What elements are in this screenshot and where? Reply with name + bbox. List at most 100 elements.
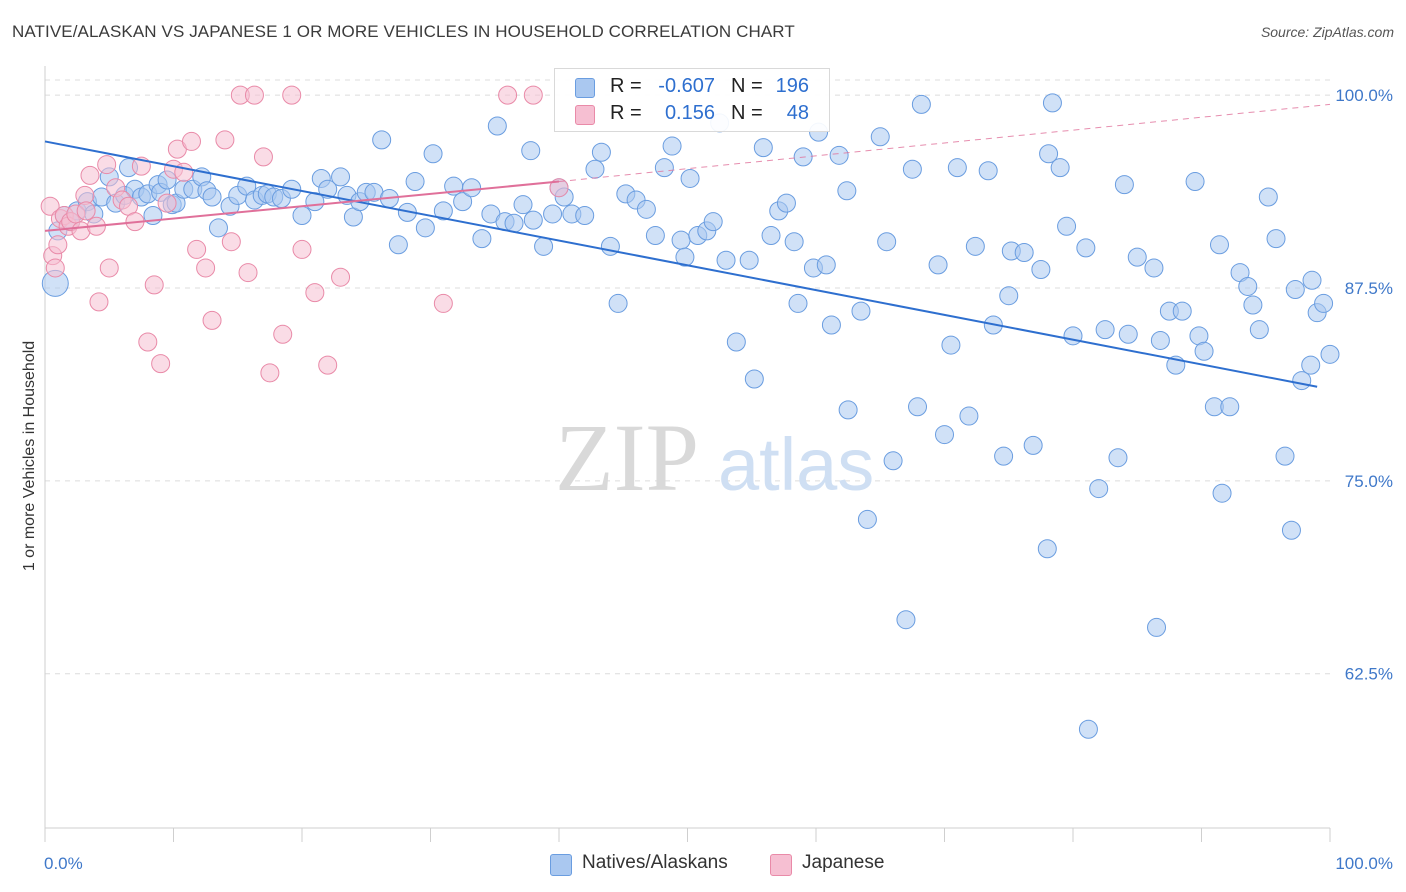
japanese-point bbox=[99, 258, 119, 278]
natives-point bbox=[433, 201, 453, 221]
natives-point bbox=[857, 509, 877, 529]
natives-point bbox=[1063, 326, 1083, 346]
japanese-trend-extension bbox=[558, 103, 1331, 183]
natives-point bbox=[1209, 235, 1229, 255]
natives-point bbox=[1249, 320, 1269, 340]
natives-point bbox=[636, 199, 656, 219]
natives-point bbox=[1185, 172, 1205, 192]
natives-point bbox=[318, 179, 338, 199]
natives-point bbox=[423, 144, 443, 164]
natives-point bbox=[534, 236, 554, 256]
japanese-point bbox=[97, 155, 117, 175]
natives-point bbox=[947, 158, 967, 178]
japanese-point bbox=[282, 85, 302, 105]
natives-point bbox=[776, 193, 796, 213]
natives-point bbox=[1023, 435, 1043, 455]
correlation-legend: R = -0.607 N = 196 R = 0.156 N = 48 bbox=[554, 68, 830, 132]
natives-point bbox=[331, 167, 351, 187]
japanese-point bbox=[215, 130, 235, 150]
natives-point bbox=[883, 451, 903, 471]
legend-r-value: 0.156 bbox=[664, 102, 715, 124]
natives-point bbox=[1042, 93, 1062, 113]
natives-point bbox=[1108, 448, 1128, 468]
natives-point bbox=[575, 205, 595, 225]
natives-point bbox=[415, 218, 435, 238]
natives-point bbox=[753, 138, 773, 158]
natives-point bbox=[645, 226, 665, 246]
japanese-point bbox=[221, 232, 241, 252]
japanese-point bbox=[89, 292, 109, 312]
natives-point bbox=[680, 168, 700, 188]
natives-point bbox=[1266, 229, 1286, 249]
natives-point bbox=[965, 236, 985, 256]
legend-swatch-natives bbox=[575, 78, 595, 98]
natives-point bbox=[994, 446, 1014, 466]
natives-point bbox=[1076, 238, 1096, 258]
y-axis-label: 1 or more Vehicles in Household bbox=[21, 341, 38, 571]
natives-point bbox=[784, 232, 804, 252]
natives-point bbox=[1050, 158, 1070, 178]
natives-point bbox=[1078, 719, 1098, 739]
natives-point bbox=[703, 212, 723, 232]
natives-point bbox=[1212, 483, 1232, 503]
natives-point bbox=[902, 159, 922, 179]
japanese-point bbox=[151, 354, 171, 374]
natives-point bbox=[1314, 293, 1334, 313]
natives-point bbox=[999, 286, 1019, 306]
japanese-point bbox=[260, 363, 280, 383]
natives-point bbox=[1172, 301, 1192, 321]
natives-point bbox=[1220, 397, 1240, 417]
natives-point bbox=[908, 397, 928, 417]
japanese-point bbox=[187, 239, 207, 259]
natives-point bbox=[1127, 247, 1147, 267]
natives-point bbox=[1301, 355, 1321, 375]
watermark-atlas: atlas bbox=[718, 423, 874, 506]
y-tick-label: 100.0% bbox=[1335, 86, 1393, 105]
natives-point bbox=[1275, 446, 1295, 466]
natives-point bbox=[716, 250, 736, 270]
natives-point bbox=[744, 369, 764, 389]
natives-point bbox=[504, 213, 524, 233]
y-tick-label: 62.5% bbox=[1345, 665, 1393, 684]
natives-trend-line bbox=[44, 140, 1318, 388]
natives-point bbox=[388, 235, 408, 255]
y-tick-label: 75.0% bbox=[1345, 472, 1393, 491]
japanese-point bbox=[498, 85, 518, 105]
natives-point bbox=[1281, 520, 1301, 540]
natives-point bbox=[1292, 371, 1312, 391]
natives-point bbox=[671, 230, 691, 250]
natives-point bbox=[739, 250, 759, 270]
natives-point bbox=[1089, 479, 1109, 499]
natives-point bbox=[405, 172, 425, 192]
japanese-point bbox=[331, 267, 351, 287]
japanese-point bbox=[157, 193, 177, 213]
japanese-point bbox=[549, 178, 569, 198]
natives-point bbox=[462, 178, 482, 198]
natives-point bbox=[1147, 617, 1167, 637]
natives-point bbox=[877, 232, 897, 252]
japanese-point bbox=[45, 258, 65, 278]
legend-n-label: N = bbox=[731, 102, 763, 124]
natives-point bbox=[829, 145, 849, 165]
natives-point bbox=[1194, 341, 1214, 361]
natives-point bbox=[816, 255, 836, 275]
natives-point bbox=[208, 218, 228, 238]
japanese-trend-line bbox=[44, 180, 560, 232]
natives-point bbox=[1285, 280, 1305, 300]
japanese-point bbox=[80, 165, 100, 185]
japanese-point bbox=[318, 355, 338, 375]
legend-row-natives: R = -0.607 N = 196 bbox=[555, 73, 829, 101]
natives-point bbox=[1118, 324, 1138, 344]
japanese-point bbox=[76, 201, 96, 221]
bottom-legend-swatch-natives bbox=[550, 854, 572, 876]
legend-swatch-japanese bbox=[575, 105, 595, 125]
natives-point bbox=[372, 130, 392, 150]
natives-point bbox=[838, 400, 858, 420]
japanese-point bbox=[181, 131, 201, 151]
japanese-point bbox=[238, 263, 258, 283]
natives-point bbox=[851, 301, 871, 321]
japanese-point bbox=[244, 85, 264, 105]
natives-point bbox=[591, 142, 611, 162]
natives-point bbox=[1150, 330, 1170, 350]
natives-point bbox=[585, 159, 605, 179]
